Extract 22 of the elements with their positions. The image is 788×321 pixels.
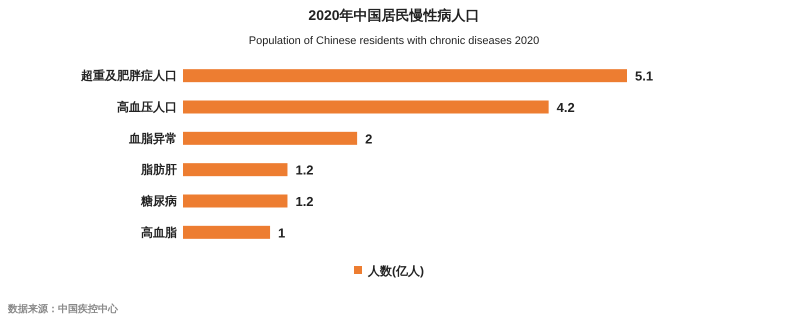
bar bbox=[183, 226, 270, 239]
bar bbox=[183, 132, 358, 145]
chart-subtitle: Population of Chinese residents with chronic diseases 2020 bbox=[248, 35, 540, 47]
y-tick-label: 高血压人口 bbox=[117, 100, 177, 114]
y-tick-label: 超重及肥胖症人口 bbox=[80, 68, 177, 83]
chart-title: 2020年中国居民慢性病人口 bbox=[308, 7, 480, 23]
bar bbox=[183, 163, 288, 176]
source-note: 数据来源：中国疾控中心 bbox=[7, 303, 119, 315]
bar bbox=[183, 100, 549, 114]
y-tick-label: 糖尿病 bbox=[140, 194, 177, 208]
bar bbox=[183, 69, 627, 82]
data-label: 2 bbox=[365, 131, 372, 146]
data-label: 1.2 bbox=[295, 194, 314, 209]
bar bbox=[183, 194, 288, 208]
data-label: 1.2 bbox=[295, 162, 314, 178]
y-tick-label: 血脂异常 bbox=[128, 131, 177, 146]
y-tick-label: 高血脂 bbox=[141, 225, 177, 240]
data-label: 1 bbox=[278, 225, 286, 240]
data-label: 4.2 bbox=[556, 100, 575, 115]
legend-label: 人数(亿人) bbox=[367, 264, 424, 278]
data-label: 5.1 bbox=[635, 68, 654, 84]
y-tick-label: 脂肪肝 bbox=[140, 162, 177, 177]
